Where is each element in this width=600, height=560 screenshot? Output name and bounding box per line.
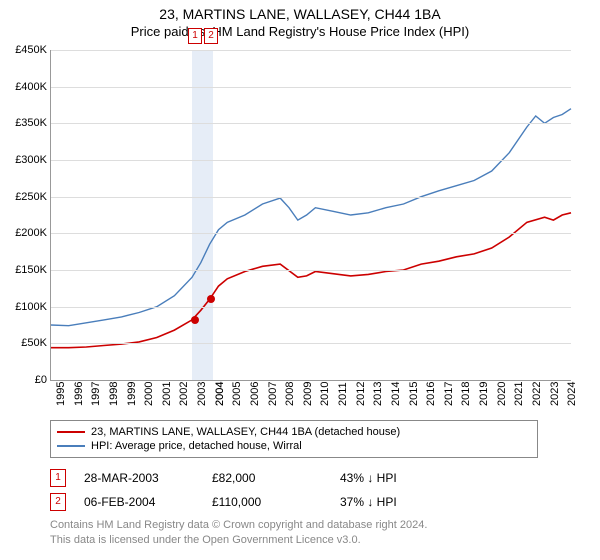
legend-row: HPI: Average price, detached house, Wirr… [57, 439, 531, 453]
x-axis-label: 2006 [249, 382, 261, 406]
x-axis-label: 2010 [319, 382, 331, 406]
series-hpi [51, 109, 571, 326]
x-axis-label: 2003 [196, 382, 208, 406]
page-title: 23, MARTINS LANE, WALLASEY, CH44 1BA [0, 0, 600, 22]
x-axis-label: 2000 [143, 382, 155, 406]
data-point-dot [191, 316, 199, 324]
y-axis-label: £0 [3, 374, 47, 386]
footer-line-2: This data is licensed under the Open Gov… [50, 533, 427, 548]
x-axis-label: 2023 [549, 382, 561, 406]
x-axis-label: 2002 [178, 382, 190, 406]
table-row: 1 28-MAR-2003 £82,000 43% ↓ HPI [50, 466, 550, 490]
x-axis-label: 2012 [355, 382, 367, 406]
legend-label: HPI: Average price, detached house, Wirr… [91, 440, 302, 452]
x-axis-label: 2007 [267, 382, 279, 406]
x-axis-label: 2022 [531, 382, 543, 406]
x-axis-label: 2005 [231, 382, 243, 406]
footer-text: Contains HM Land Registry data © Crown c… [50, 518, 427, 548]
x-axis-label: 2009 [302, 382, 314, 406]
y-axis-label: £50K [3, 337, 47, 349]
x-axis-label: 2020 [496, 382, 508, 406]
transaction-delta: 37% ↓ HPI [340, 495, 450, 509]
x-axis-label: 1998 [108, 382, 120, 406]
transaction-id-box: 1 [50, 469, 66, 487]
y-axis-label: £450K [3, 44, 47, 56]
x-axis-label: 2011 [337, 382, 349, 406]
legend-swatch [57, 431, 85, 433]
y-axis-label: £200K [3, 227, 47, 239]
x-axis-label: 1997 [90, 382, 102, 406]
y-axis-label: £150K [3, 264, 47, 276]
transaction-price: £82,000 [212, 471, 322, 485]
transaction-table: 1 28-MAR-2003 £82,000 43% ↓ HPI 2 06-FEB-2004… [50, 466, 550, 514]
transaction-id-box: 2 [50, 493, 66, 511]
x-axis-label: 2004 [214, 382, 226, 406]
page-subtitle: Price paid vs. HM Land Registry's House … [0, 24, 600, 39]
x-axis-label: 1995 [55, 382, 67, 406]
footer-line-1: Contains HM Land Registry data © Crown c… [50, 518, 427, 533]
y-axis-label: £350K [3, 117, 47, 129]
x-axis-label: 2024 [566, 382, 578, 406]
chart: £0£50K£100K£150K£200K£250K£300K£350K£400… [50, 50, 571, 381]
table-row: 2 06-FEB-2004 £110,000 37% ↓ HPI [50, 490, 550, 514]
y-axis-label: £250K [3, 191, 47, 203]
legend-label: 23, MARTINS LANE, WALLASEY, CH44 1BA (de… [91, 426, 400, 438]
x-axis-label: 2018 [460, 382, 472, 406]
x-axis-label: 2014 [390, 382, 402, 406]
y-axis-label: £400K [3, 81, 47, 93]
x-axis-label: 1996 [73, 382, 85, 406]
x-axis-label: 2019 [478, 382, 490, 406]
transaction-delta: 43% ↓ HPI [340, 471, 450, 485]
x-axis-label: 2013 [372, 382, 384, 406]
x-axis-label: 2016 [425, 382, 437, 406]
chart-svg [51, 50, 571, 380]
x-axis-label: 1999 [126, 382, 138, 406]
x-axis-label: 2017 [443, 382, 455, 406]
transaction-date: 06-FEB-2004 [84, 495, 194, 509]
legend-row: 23, MARTINS LANE, WALLASEY, CH44 1BA (de… [57, 425, 531, 439]
data-point-marker: 2 [204, 28, 218, 44]
x-axis-label: 2021 [513, 382, 525, 406]
x-axis-label: 2008 [284, 382, 296, 406]
y-axis-label: £100K [3, 301, 47, 313]
transaction-price: £110,000 [212, 495, 322, 509]
transaction-date: 28-MAR-2003 [84, 471, 194, 485]
x-axis-label: 2001 [161, 382, 173, 406]
data-point-marker: 1 [188, 28, 202, 44]
legend-swatch [57, 445, 85, 447]
y-axis-label: £300K [3, 154, 47, 166]
x-axis-label: 2015 [408, 382, 420, 406]
legend: 23, MARTINS LANE, WALLASEY, CH44 1BA (de… [50, 420, 538, 458]
